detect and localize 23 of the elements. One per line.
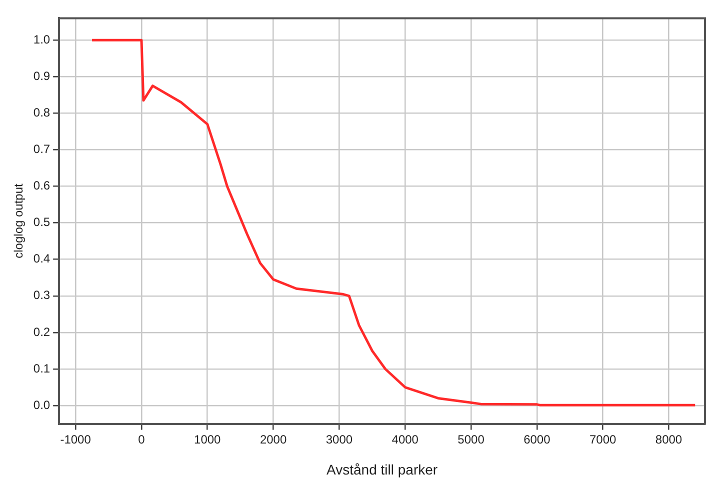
x-axis-title: Avstånd till parker [326, 461, 438, 478]
y-tick-label: 0.0 [33, 398, 50, 412]
y-tick-label: 0.8 [33, 106, 50, 120]
y-tick-label: 0.6 [33, 178, 50, 193]
x-tick-label: 1000 [194, 432, 222, 446]
y-tick-label: 0.5 [33, 215, 50, 230]
x-tick-label: -1000 [60, 432, 92, 446]
y-tick-label: 0.1 [33, 361, 50, 376]
x-tick-label: 8000 [655, 432, 682, 446]
y-tick-label: 0.7 [33, 142, 50, 156]
x-tick-label: 6000 [524, 432, 551, 446]
x-tick-label: 5000 [458, 432, 485, 446]
y-tick-label: 0.4 [33, 252, 50, 266]
y-tick-label: 0.9 [33, 68, 50, 83]
x-tick-label: 4000 [392, 432, 419, 446]
x-tick-label: 7000 [589, 432, 617, 446]
y-tick-label: 0.2 [33, 324, 50, 339]
x-tick-label: 2000 [260, 432, 287, 446]
x-tick-label: 3000 [326, 432, 353, 446]
y-axis-title: cloglog output [12, 182, 26, 258]
x-tick-label: 0 [138, 432, 146, 446]
y-tick-label: 0.3 [33, 288, 50, 302]
y-tick-label: 1.0 [33, 32, 50, 46]
